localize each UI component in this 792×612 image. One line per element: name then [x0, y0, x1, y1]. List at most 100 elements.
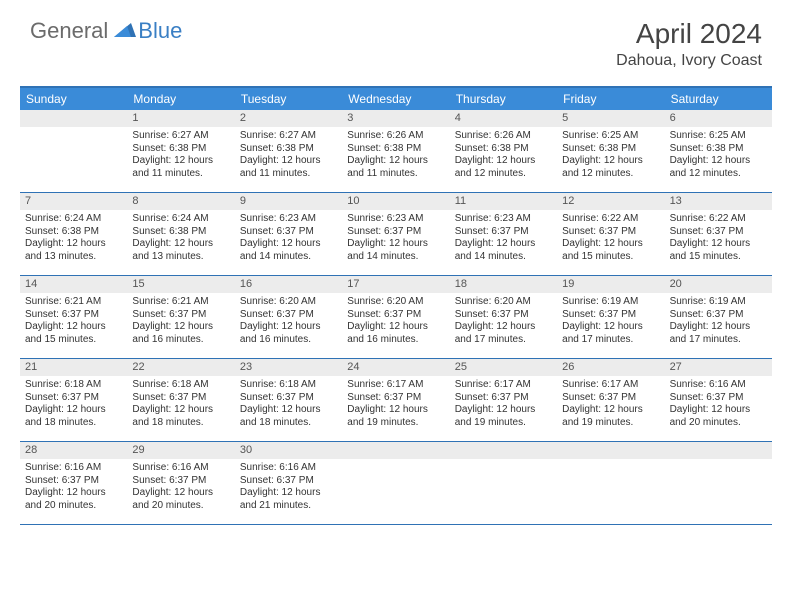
daylight-line: Daylight: 12 hours and 17 minutes. [455, 321, 552, 346]
calendar-day-cell [665, 442, 772, 524]
calendar-day-cell: 7Sunrise: 6:24 AMSunset: 6:38 PMDaylight… [20, 193, 127, 275]
day-number: 21 [20, 359, 127, 376]
day-details: Sunrise: 6:23 AMSunset: 6:37 PMDaylight:… [235, 210, 342, 267]
weekday-header: Sunday [20, 88, 127, 110]
day-number: 1 [127, 110, 234, 127]
day-number [557, 442, 664, 459]
sunset-line: Sunset: 6:37 PM [670, 392, 767, 405]
daylight-line: Daylight: 12 hours and 16 minutes. [132, 321, 229, 346]
sunrise-line: Sunrise: 6:18 AM [25, 379, 122, 392]
day-details: Sunrise: 6:19 AMSunset: 6:37 PMDaylight:… [665, 293, 772, 350]
day-number: 20 [665, 276, 772, 293]
daylight-line: Daylight: 12 hours and 15 minutes. [25, 321, 122, 346]
day-details: Sunrise: 6:22 AMSunset: 6:37 PMDaylight:… [557, 210, 664, 267]
day-details: Sunrise: 6:20 AMSunset: 6:37 PMDaylight:… [450, 293, 557, 350]
calendar-day-cell: 11Sunrise: 6:23 AMSunset: 6:37 PMDayligh… [450, 193, 557, 275]
daylight-line: Daylight: 12 hours and 15 minutes. [670, 238, 767, 263]
calendar-day-cell: 12Sunrise: 6:22 AMSunset: 6:37 PMDayligh… [557, 193, 664, 275]
sunset-line: Sunset: 6:38 PM [455, 143, 552, 156]
sunset-line: Sunset: 6:37 PM [240, 309, 337, 322]
daylight-line: Daylight: 12 hours and 12 minutes. [670, 155, 767, 180]
day-details: Sunrise: 6:24 AMSunset: 6:38 PMDaylight:… [127, 210, 234, 267]
sunrise-line: Sunrise: 6:25 AM [670, 130, 767, 143]
calendar-day-cell [20, 110, 127, 192]
sunset-line: Sunset: 6:37 PM [562, 226, 659, 239]
sunrise-line: Sunrise: 6:19 AM [562, 296, 659, 309]
sunset-line: Sunset: 6:37 PM [132, 475, 229, 488]
day-details: Sunrise: 6:16 AMSunset: 6:37 PMDaylight:… [20, 459, 127, 516]
sunrise-line: Sunrise: 6:21 AM [25, 296, 122, 309]
day-number [20, 110, 127, 127]
daylight-line: Daylight: 12 hours and 18 minutes. [25, 404, 122, 429]
day-details: Sunrise: 6:16 AMSunset: 6:37 PMDaylight:… [665, 376, 772, 433]
calendar-day-cell: 10Sunrise: 6:23 AMSunset: 6:37 PMDayligh… [342, 193, 449, 275]
sunset-line: Sunset: 6:37 PM [347, 392, 444, 405]
sunrise-line: Sunrise: 6:23 AM [347, 213, 444, 226]
daylight-line: Daylight: 12 hours and 20 minutes. [25, 487, 122, 512]
day-number: 24 [342, 359, 449, 376]
sunset-line: Sunset: 6:37 PM [347, 309, 444, 322]
page-header: General Blue April 2024 Dahoua, Ivory Co… [0, 0, 792, 78]
daylight-line: Daylight: 12 hours and 11 minutes. [240, 155, 337, 180]
day-number: 22 [127, 359, 234, 376]
day-number: 23 [235, 359, 342, 376]
sunrise-line: Sunrise: 6:16 AM [132, 462, 229, 475]
calendar-day-cell: 3Sunrise: 6:26 AMSunset: 6:38 PMDaylight… [342, 110, 449, 192]
sunset-line: Sunset: 6:38 PM [670, 143, 767, 156]
calendar-day-cell: 1Sunrise: 6:27 AMSunset: 6:38 PMDaylight… [127, 110, 234, 192]
daylight-line: Daylight: 12 hours and 19 minutes. [455, 404, 552, 429]
calendar-day-cell [557, 442, 664, 524]
sunset-line: Sunset: 6:37 PM [455, 392, 552, 405]
calendar-day-cell: 25Sunrise: 6:17 AMSunset: 6:37 PMDayligh… [450, 359, 557, 441]
day-details: Sunrise: 6:25 AMSunset: 6:38 PMDaylight:… [665, 127, 772, 184]
calendar-week-row: 1Sunrise: 6:27 AMSunset: 6:38 PMDaylight… [20, 110, 772, 193]
weekday-header: Tuesday [235, 88, 342, 110]
day-details: Sunrise: 6:18 AMSunset: 6:37 PMDaylight:… [235, 376, 342, 433]
sunset-line: Sunset: 6:38 PM [25, 226, 122, 239]
sunset-line: Sunset: 6:38 PM [240, 143, 337, 156]
day-details: Sunrise: 6:16 AMSunset: 6:37 PMDaylight:… [127, 459, 234, 516]
daylight-line: Daylight: 12 hours and 21 minutes. [240, 487, 337, 512]
day-number: 19 [557, 276, 664, 293]
sunrise-line: Sunrise: 6:17 AM [455, 379, 552, 392]
day-number: 2 [235, 110, 342, 127]
brand-logo: General Blue [30, 18, 182, 44]
sunset-line: Sunset: 6:38 PM [132, 226, 229, 239]
calendar-day-cell: 27Sunrise: 6:16 AMSunset: 6:37 PMDayligh… [665, 359, 772, 441]
day-number: 27 [665, 359, 772, 376]
daylight-line: Daylight: 12 hours and 17 minutes. [670, 321, 767, 346]
calendar-day-cell: 14Sunrise: 6:21 AMSunset: 6:37 PMDayligh… [20, 276, 127, 358]
day-number: 17 [342, 276, 449, 293]
weekday-header: Monday [127, 88, 234, 110]
daylight-line: Daylight: 12 hours and 13 minutes. [25, 238, 122, 263]
sunset-line: Sunset: 6:37 PM [562, 392, 659, 405]
daylight-line: Daylight: 12 hours and 14 minutes. [240, 238, 337, 263]
day-details: Sunrise: 6:25 AMSunset: 6:38 PMDaylight:… [557, 127, 664, 184]
calendar-day-cell: 22Sunrise: 6:18 AMSunset: 6:37 PMDayligh… [127, 359, 234, 441]
calendar-week-row: 28Sunrise: 6:16 AMSunset: 6:37 PMDayligh… [20, 442, 772, 525]
daylight-line: Daylight: 12 hours and 11 minutes. [132, 155, 229, 180]
day-number: 3 [342, 110, 449, 127]
sunset-line: Sunset: 6:37 PM [347, 226, 444, 239]
calendar-week-row: 14Sunrise: 6:21 AMSunset: 6:37 PMDayligh… [20, 276, 772, 359]
sunrise-line: Sunrise: 6:24 AM [25, 213, 122, 226]
weekday-header: Wednesday [342, 88, 449, 110]
day-details: Sunrise: 6:17 AMSunset: 6:37 PMDaylight:… [450, 376, 557, 433]
day-details: Sunrise: 6:23 AMSunset: 6:37 PMDaylight:… [450, 210, 557, 267]
calendar-day-cell: 13Sunrise: 6:22 AMSunset: 6:37 PMDayligh… [665, 193, 772, 275]
sunrise-line: Sunrise: 6:16 AM [240, 462, 337, 475]
daylight-line: Daylight: 12 hours and 11 minutes. [347, 155, 444, 180]
daylight-line: Daylight: 12 hours and 16 minutes. [347, 321, 444, 346]
weekday-header: Friday [557, 88, 664, 110]
calendar-day-cell: 29Sunrise: 6:16 AMSunset: 6:37 PMDayligh… [127, 442, 234, 524]
sunrise-line: Sunrise: 6:18 AM [240, 379, 337, 392]
day-details: Sunrise: 6:26 AMSunset: 6:38 PMDaylight:… [450, 127, 557, 184]
brand-word-blue: Blue [138, 18, 182, 44]
daylight-line: Daylight: 12 hours and 12 minutes. [455, 155, 552, 180]
calendar-week-row: 21Sunrise: 6:18 AMSunset: 6:37 PMDayligh… [20, 359, 772, 442]
daylight-line: Daylight: 12 hours and 12 minutes. [562, 155, 659, 180]
sunrise-line: Sunrise: 6:17 AM [562, 379, 659, 392]
day-number [665, 442, 772, 459]
day-number [342, 442, 449, 459]
day-details: Sunrise: 6:27 AMSunset: 6:38 PMDaylight:… [235, 127, 342, 184]
